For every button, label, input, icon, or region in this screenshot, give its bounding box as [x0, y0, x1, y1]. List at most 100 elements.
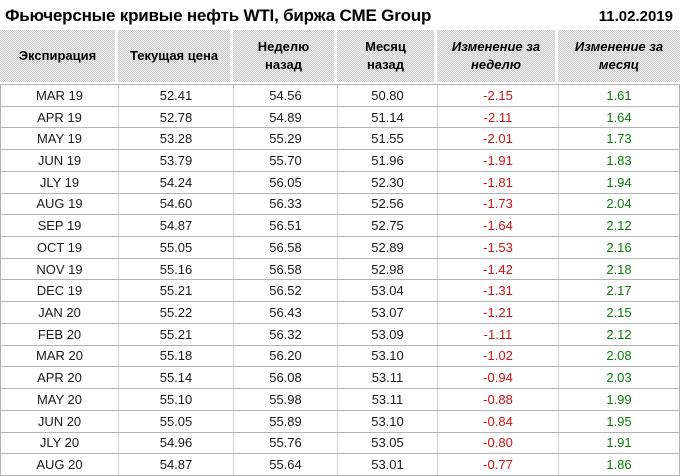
- cell-month-change: 2.08: [558, 345, 679, 367]
- cell-current-price: 54.24: [118, 171, 233, 193]
- table-row: AUG 19 54.60 56.33 52.56 -1.73 2.04: [1, 193, 679, 216]
- cell-expiration: JLY 20: [39, 435, 80, 451]
- cell-expiration: JUN 19: [37, 153, 82, 169]
- cell-expiration: JAN 20: [38, 305, 81, 321]
- column-header-month-change: Изменение за месяц: [558, 30, 680, 82]
- cell-current-price: 53.79: [118, 150, 233, 171]
- cell-month-change: 2.15: [558, 302, 679, 323]
- cell-current-price: 55.10: [118, 389, 233, 410]
- cell-current-price: 55.05: [118, 237, 233, 258]
- cell-week-change: -1.73: [437, 193, 558, 215]
- cell-month-change: 2.17: [558, 280, 679, 302]
- cell-current-price: 54.87: [118, 215, 233, 237]
- table-row: FEB 20 55.21 56.32 53.09 -1.11 2.12: [1, 323, 679, 346]
- cell-current-price: 55.05: [118, 410, 233, 432]
- table-row: JUN 19 53.79 55.70 51.96 -1.91 1.83: [1, 150, 679, 172]
- cell-week-change: -2.01: [437, 128, 558, 150]
- cell-week-ago: 55.70: [233, 150, 337, 171]
- table-row: AUG 20 54.87 55.64 53.01 -0.77 1.86: [1, 454, 679, 476]
- cell-month-ago: 52.56: [337, 193, 437, 215]
- table-header-row: Экспирация Текущая цена Неделю назад Мес…: [0, 30, 680, 82]
- cell-week-change: -1.42: [437, 258, 558, 280]
- table-row: OCT 19 55.05 56.58 52.89 -1.53 2.16: [1, 237, 679, 259]
- table-row: MAY 20 55.10 55.98 53.11 -0.88 1.99: [1, 389, 679, 411]
- cell-current-price: 54.87: [118, 454, 233, 475]
- cell-expiration: NOV 19: [36, 261, 83, 277]
- cell-month-change: 1.91: [558, 432, 679, 454]
- column-header-week-ago: Неделю назад: [233, 30, 337, 82]
- cell-week-ago: 56.33: [233, 193, 337, 215]
- table-row: MAY 19 53.28 55.29 51.55 -2.01 1.73: [1, 128, 679, 151]
- cell-month-ago: 53.10: [337, 410, 437, 432]
- cell-week-change: -1.64: [437, 215, 558, 237]
- cell-expiration: DEC 19: [36, 283, 83, 299]
- cell-week-change: -2.11: [437, 106, 558, 128]
- cell-week-change: -1.53: [437, 237, 558, 258]
- cell-week-change: -0.94: [437, 367, 558, 389]
- cell-week-ago: 54.89: [233, 106, 337, 128]
- cell-week-change: -1.91: [437, 150, 558, 171]
- cell-week-change: -0.84: [437, 410, 558, 432]
- cell-expiration: MAY 20: [36, 391, 83, 407]
- column-header-current-price: Текущая цена: [118, 30, 233, 82]
- cell-month-ago: 52.98: [337, 258, 437, 280]
- cell-month-ago: 51.96: [337, 150, 437, 171]
- cell-month-ago: 52.30: [337, 171, 437, 193]
- cell-month-change: 2.16: [558, 237, 679, 258]
- table-row: DEC 19 55.21 56.52 53.04 -1.31 2.17: [1, 280, 679, 303]
- cell-current-price: 53.28: [118, 128, 233, 150]
- cell-month-change: 1.64: [558, 106, 679, 128]
- cell-month-change: 2.18: [558, 258, 679, 280]
- cell-month-ago: 53.07: [337, 302, 437, 323]
- cell-week-ago: 56.20: [233, 345, 337, 367]
- cell-expiration: JUN 20: [37, 413, 82, 429]
- table-row: APR 20 55.14 56.08 53.11 -0.94 2.03: [1, 367, 679, 390]
- cell-month-change: 1.73: [558, 128, 679, 150]
- table-row: JUN 20 55.05 55.89 53.10 -0.84 1.95: [1, 410, 679, 433]
- cell-current-price: 55.14: [118, 367, 233, 389]
- cell-month-ago: 53.09: [337, 323, 437, 345]
- table-row: JAN 20 55.22 56.43 53.07 -1.21 2.15: [1, 302, 679, 324]
- table-row: NOV 19 55.16 56.58 52.98 -1.42 2.18: [1, 258, 679, 281]
- cell-week-ago: 56.58: [233, 237, 337, 258]
- cell-week-ago: 54.56: [233, 85, 337, 106]
- cell-week-ago: 55.89: [233, 410, 337, 432]
- cell-week-change: -1.11: [437, 323, 558, 345]
- cell-month-ago: 50.80: [337, 85, 437, 106]
- cell-month-change: 1.94: [558, 171, 679, 193]
- cell-week-change: -0.77: [437, 454, 558, 475]
- page-title: Фьючерсные кривые нефть WTI, биржа CME G…: [5, 6, 432, 25]
- cell-month-ago: 53.01: [337, 454, 437, 475]
- cell-current-price: 52.78: [118, 106, 233, 128]
- cell-week-ago: 56.52: [233, 280, 337, 302]
- cell-expiration: SEP 19: [37, 218, 82, 234]
- cell-month-ago: 53.11: [337, 367, 437, 389]
- cell-week-ago: 56.51: [233, 215, 337, 237]
- cell-expiration: AUG 20: [36, 457, 83, 473]
- cell-month-change: 1.83: [558, 150, 679, 171]
- cell-week-change: -1.31: [437, 280, 558, 302]
- cell-current-price: 55.21: [118, 280, 233, 302]
- title-bar: Фьючерсные кривые нефть WTI, биржа CME G…: [0, 0, 680, 30]
- table-row: JLY 20 54.96 55.76 53.05 -0.80 1.91: [1, 432, 679, 455]
- cell-expiration: OCT 19: [36, 239, 83, 255]
- cell-month-ago: 53.11: [337, 389, 437, 410]
- cell-month-change: 2.12: [558, 323, 679, 345]
- cell-week-ago: 56.58: [233, 258, 337, 280]
- cell-month-ago: 52.75: [337, 215, 437, 237]
- cell-current-price: 55.21: [118, 323, 233, 345]
- report-date: 11.02.2019: [598, 7, 673, 25]
- cell-month-change: 1.99: [558, 389, 679, 410]
- cell-month-change: 2.03: [558, 367, 679, 389]
- cell-expiration: APR 20: [37, 370, 82, 386]
- cell-week-change: -2.15: [437, 85, 558, 106]
- cell-current-price: 54.60: [118, 193, 233, 215]
- cell-week-ago: 55.64: [233, 454, 337, 475]
- cell-month-change: 1.86: [558, 454, 679, 475]
- cell-month-change: 2.04: [558, 193, 679, 215]
- table-row: MAR 20 55.18 56.20 53.10 -1.02 2.08: [1, 345, 679, 368]
- cell-expiration: AUG 19: [36, 196, 83, 212]
- cell-expiration: MAY 19: [36, 131, 83, 147]
- cell-week-ago: 56.05: [233, 171, 337, 193]
- cell-week-ago: 55.29: [233, 128, 337, 150]
